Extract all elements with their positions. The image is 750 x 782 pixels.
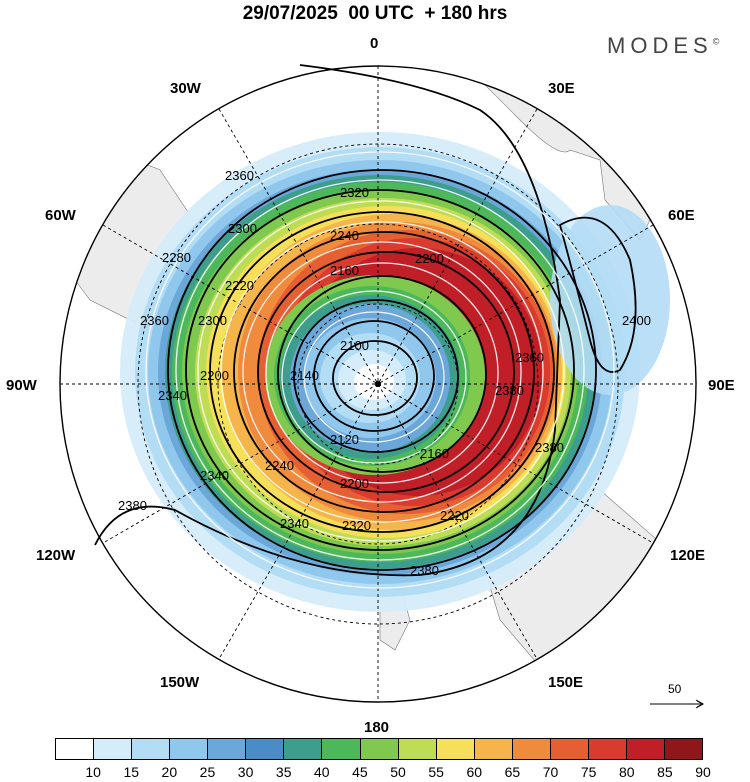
brand-name: MODES: [607, 33, 713, 58]
colorbar-swatch: [474, 739, 513, 759]
brand-mark: ©: [712, 36, 720, 47]
lon-label-150w: 150W: [160, 674, 200, 691]
contour-label: 2340: [200, 468, 229, 483]
colorbar-tick-label: 60: [466, 764, 483, 780]
contour-label: 2200: [340, 476, 369, 491]
colorbar-tick-label: 65: [504, 764, 521, 780]
contour-label: 2340: [280, 516, 309, 531]
contour-label: 2300: [228, 221, 257, 236]
contour-label: 2120: [330, 432, 359, 447]
wind-speed-shading: [60, 66, 696, 702]
contour-label: 2160: [330, 263, 359, 278]
lon-label-90e: 90E: [708, 377, 735, 394]
brand-logo: MODES©: [607, 33, 719, 59]
colorbar-swatch: [94, 739, 133, 759]
colorbar-swatch: [56, 739, 95, 759]
contour-label: 2100: [340, 338, 369, 353]
lon-label-120w: 120W: [36, 547, 76, 564]
map-title: 29/07/2025 00 UTC + 180 hrs: [242, 3, 508, 24]
colorbar-tick-label: 15: [123, 764, 140, 780]
colorbar-swatch: [512, 739, 551, 759]
polar-map: 2360 2320 2240 2300 2280 2220 2160 2100 …: [6, 35, 735, 735]
colorbar-tick-label: 30: [237, 764, 254, 780]
contour-label: 2300: [198, 313, 227, 328]
map-boundary: [59, 65, 697, 703]
colorbar-swatch: [246, 739, 285, 759]
colorbar-swatch: [284, 739, 323, 759]
vector-reference-arrow: [650, 699, 705, 709]
colorbar-swatch: [170, 739, 209, 759]
contour-label: 2360: [140, 313, 169, 328]
colorbar-tick-label: 40: [314, 764, 330, 780]
contour-label: 2360: [225, 168, 254, 183]
pole-marker: [375, 381, 381, 387]
contour-label-group: 2360 2320 2240 2300 2280 2220 2160 2100 …: [118, 168, 651, 578]
contour-label: 2380: [495, 383, 524, 398]
wind-streamlines: [145, 151, 615, 589]
contour-label: 2380: [410, 563, 439, 578]
colorbar-labels: 10 15 20 25 30 35 40 45 50 55 60 65 70 75 80 85 90: [55, 764, 710, 780]
colorbar-swatch: [665, 739, 703, 759]
lon-label-30w: 30W: [170, 80, 202, 97]
contour-label: 2400: [622, 313, 651, 328]
lon-label-120e: 120E: [670, 547, 705, 564]
colorbar-tick-label: 85: [657, 764, 673, 780]
lon-label-90w: 90W: [6, 377, 38, 394]
colorbar-tick-label: 35: [275, 764, 292, 780]
colorbar-tick-label: 55: [428, 764, 444, 780]
contour-label: 2240: [330, 228, 359, 243]
colorbar-tick-label: 70: [542, 764, 559, 780]
contour-label: 2320: [340, 185, 369, 200]
colorbar-tick-label: 10: [85, 764, 101, 780]
contour-label: 2340: [158, 388, 187, 403]
colorbar-swatch: [588, 739, 627, 759]
colorbar-tick-label: 20: [161, 764, 178, 780]
lon-label-150e: 150E: [548, 674, 583, 691]
lon-label-60e: 60E: [668, 207, 695, 224]
contour-label: 2220: [440, 508, 469, 523]
contour-label: 2160: [420, 446, 449, 461]
contour-label: 2140: [290, 368, 319, 383]
colorbar-swatch: [360, 739, 399, 759]
colorbar-swatch: [208, 739, 247, 759]
colorbar-tick-label: 80: [618, 764, 635, 780]
contour-label: 2320: [342, 518, 371, 533]
contour-label: 2380: [535, 440, 564, 455]
height-contours: [94, 64, 637, 577]
contour-label: 2200: [200, 368, 229, 383]
colorbar-swatch: [436, 739, 475, 759]
colorbar-tick-label: 90: [695, 764, 711, 780]
colorbar-swatch: [398, 739, 437, 759]
colorbar-swatch: [322, 739, 361, 759]
contour-label: 2380: [118, 498, 147, 513]
colorbar-tick-label: 50: [390, 764, 406, 780]
contour-label: 2220: [225, 278, 254, 293]
colorbar-swatch: [626, 739, 665, 759]
contour-label: 2360: [515, 350, 544, 365]
colorbar-tick-label: 45: [352, 764, 368, 780]
lon-label-30e: 30E: [548, 80, 575, 97]
lon-label-0: 0: [370, 35, 378, 52]
contour-label: 2200: [415, 251, 444, 266]
colorbar: [55, 738, 703, 760]
contour-label: 2240: [265, 458, 294, 473]
contour-label: 2280: [162, 250, 191, 265]
lon-label-180: 180: [364, 719, 389, 735]
vector-reference-label: 50: [668, 682, 682, 696]
colorbar-tick-label: 75: [580, 764, 597, 780]
colorbar-tick-label: 25: [199, 764, 216, 780]
colorbar-swatch: [132, 739, 171, 759]
colorbar-swatch: [550, 739, 589, 759]
lon-label-60w: 60W: [45, 207, 77, 224]
